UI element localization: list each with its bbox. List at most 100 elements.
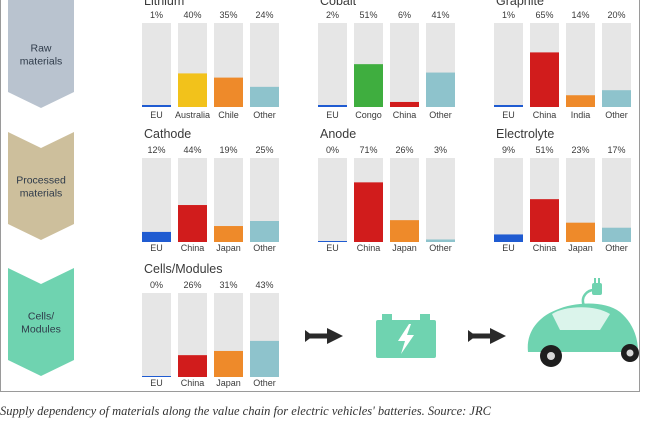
bar-value-label: 31%	[219, 280, 237, 290]
bar-other	[250, 340, 279, 377]
bar-eu	[142, 105, 171, 107]
category-label: China	[393, 110, 417, 120]
category-label: Japan	[392, 243, 417, 253]
bar-value-label: 9%	[502, 145, 515, 155]
chart-title: Graphite	[496, 0, 544, 8]
bar-australia	[178, 73, 207, 107]
category-label: China	[357, 243, 381, 253]
bar-japan	[566, 222, 595, 242]
bar-other	[426, 72, 455, 107]
bar-value-label: 43%	[255, 280, 273, 290]
bar-value-label: 26%	[183, 280, 201, 290]
bar-congo	[354, 64, 383, 107]
bar-other	[426, 239, 455, 242]
category-label: EU	[502, 243, 515, 253]
stage-chevron-1	[8, 132, 74, 240]
category-label: Other	[429, 110, 452, 120]
category-label: Japan	[216, 378, 241, 388]
bar-other	[602, 227, 631, 242]
electric-car-icon	[527, 278, 639, 367]
category-label: EU	[150, 378, 163, 388]
bar-track	[494, 158, 523, 242]
bar-value-label: 1%	[502, 10, 515, 20]
bar-china	[178, 205, 207, 242]
category-label: EU	[326, 243, 339, 253]
bar-track	[426, 158, 455, 242]
bar-track	[566, 23, 595, 107]
bar-value-label: 0%	[150, 280, 163, 290]
bar-eu	[494, 105, 523, 107]
bar-other	[250, 86, 279, 107]
bar-eu	[494, 234, 523, 242]
chart-title: Cathode	[144, 127, 191, 141]
stage-label: materials	[20, 56, 63, 68]
stage-chevron-2	[8, 268, 74, 376]
bar-value-label: 65%	[535, 10, 553, 20]
bar-value-label: 26%	[395, 145, 413, 155]
bar-track	[142, 158, 171, 242]
bar-china	[178, 355, 207, 377]
bar-track	[318, 158, 347, 242]
bar-value-label: 44%	[183, 145, 201, 155]
bar-value-label: 25%	[255, 145, 273, 155]
stage-label: materials	[20, 188, 63, 200]
chart-cathode: Cathode 12% EU 44% China 19% Japan 25% Other	[142, 127, 279, 253]
bar-value-label: 19%	[219, 145, 237, 155]
bar-track	[390, 23, 419, 107]
arrow-right-icon	[305, 328, 343, 344]
category-label: Other	[605, 243, 628, 253]
bar-china	[390, 101, 419, 107]
bar-japan	[390, 220, 419, 242]
bar-value-label: 23%	[571, 145, 589, 155]
category-label: Australia	[175, 110, 210, 120]
category-label: EU	[150, 243, 163, 253]
category-label: India	[571, 110, 591, 120]
bar-value-label: 35%	[219, 10, 237, 20]
stage-label: Raw	[30, 43, 51, 55]
bar-china	[530, 52, 559, 107]
figure-caption: Supply dependency of materials along the…	[0, 404, 491, 418]
chart-title: Anode	[320, 127, 356, 141]
category-label: EU	[502, 110, 515, 120]
bar-value-label: 1%	[150, 10, 163, 20]
battery-icon	[376, 314, 436, 358]
category-label: EU	[326, 110, 339, 120]
arrow-right-icon	[468, 328, 506, 344]
bar-value-label: 3%	[434, 145, 447, 155]
bar-value-label: 40%	[183, 10, 201, 20]
bar-japan	[214, 226, 243, 242]
bar-china	[354, 182, 383, 242]
bar-value-label: 24%	[255, 10, 273, 20]
bar-india	[566, 95, 595, 107]
category-label: Other	[605, 110, 628, 120]
category-label: Other	[253, 110, 276, 120]
category-label: Japan	[216, 243, 241, 253]
chart-electrolyte: Electrolyte 9% EU 51% China 23% Japan 17% Other	[494, 127, 631, 253]
category-label: Other	[429, 243, 452, 253]
category-label: Other	[253, 243, 276, 253]
category-label: Congo	[355, 110, 382, 120]
stage-chevron-0	[8, 0, 74, 108]
bar-value-label: 0%	[326, 145, 339, 155]
category-label: Chile	[218, 110, 239, 120]
chart-title: Lithium	[144, 0, 184, 8]
category-label: China	[181, 243, 205, 253]
bar-value-label: 12%	[147, 145, 165, 155]
bar-value-label: 6%	[398, 10, 411, 20]
category-label: EU	[150, 110, 163, 120]
chart-cobalt: Cobalt 2% EU 51% Congo 6% China 41% Other	[318, 0, 455, 120]
category-label: Other	[253, 378, 276, 388]
stage-label: Modules	[21, 324, 61, 336]
bar-china	[530, 199, 559, 242]
bar-value-label: 20%	[607, 10, 625, 20]
bar-other	[250, 221, 279, 242]
bar-value-label: 51%	[359, 10, 377, 20]
bar-value-label: 41%	[431, 10, 449, 20]
bar-eu	[142, 231, 171, 242]
stage-label: Cells/	[28, 311, 54, 323]
bar-value-label: 51%	[535, 145, 553, 155]
chart-graphite: Graphite 1% EU 65% China 14% India 20% Other	[494, 0, 631, 120]
chart-title: Cells/Modules	[144, 262, 223, 276]
bar-value-label: 2%	[326, 10, 339, 20]
bar-track	[494, 23, 523, 107]
